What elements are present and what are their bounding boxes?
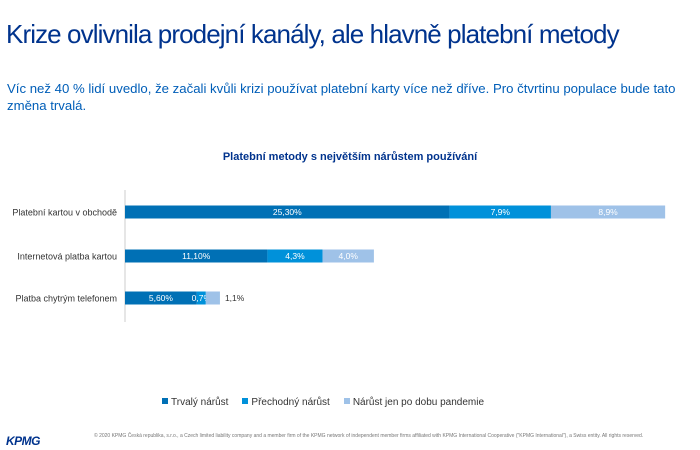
bar-segment	[196, 291, 206, 305]
bar-segment	[125, 249, 268, 263]
kpmg-logo: KPMG	[6, 434, 41, 448]
data-label: 8,9%	[598, 207, 618, 217]
data-label: 4,0%	[339, 251, 359, 261]
legend: Trvalý nárůst Přechodný nárůst Nárůst je…	[162, 397, 484, 408]
data-label: 5,60%	[149, 293, 174, 303]
data-label: 1,1%	[225, 293, 245, 303]
data-label: 4,3%	[285, 251, 305, 261]
bar-segment	[550, 205, 666, 219]
page-subtitle: Víc než 40 % lidí uvedlo, že začali kvůl…	[7, 81, 676, 113]
category-label: Platba chytrým telefonem	[15, 294, 117, 304]
bar-segment	[205, 291, 220, 305]
legend-label: Nárůst jen po dobu pandemie	[352, 397, 485, 408]
legend-swatch	[162, 398, 168, 404]
bar-segment	[449, 205, 551, 219]
legend-item: Trvalý nárůst	[162, 397, 228, 408]
bar-segment	[322, 249, 374, 263]
legend-swatch	[343, 398, 350, 404]
chart-title: Platební metody s největším nárůstem pou…	[222, 151, 478, 163]
data-label: 0,7%	[192, 293, 212, 303]
legend-swatch	[242, 398, 249, 404]
legend-item: Přechodný nárůst	[242, 397, 330, 408]
legend-item: Nárůst jen po dobu pandemie	[343, 397, 485, 408]
footer-copyright: © 2020 KPMG Česká republika, s.r.o., a C…	[94, 433, 644, 439]
data-label: 11,10%	[182, 251, 211, 261]
legend-label: Trvalý nárůst	[171, 397, 229, 408]
category-label: Internetová platba kartou	[17, 252, 117, 262]
bar-segment	[125, 291, 197, 305]
bar-segment	[125, 205, 450, 219]
page-title: Krize ovlivnila prodejní kanály, ale hla…	[6, 19, 620, 49]
bar-segment	[267, 249, 323, 263]
data-label: 7,9%	[491, 207, 511, 217]
data-label: 25,30%	[273, 207, 302, 217]
category-label: Platební kartou v obchodě	[12, 208, 117, 218]
legend-label: Přechodný nárůst	[251, 397, 330, 408]
